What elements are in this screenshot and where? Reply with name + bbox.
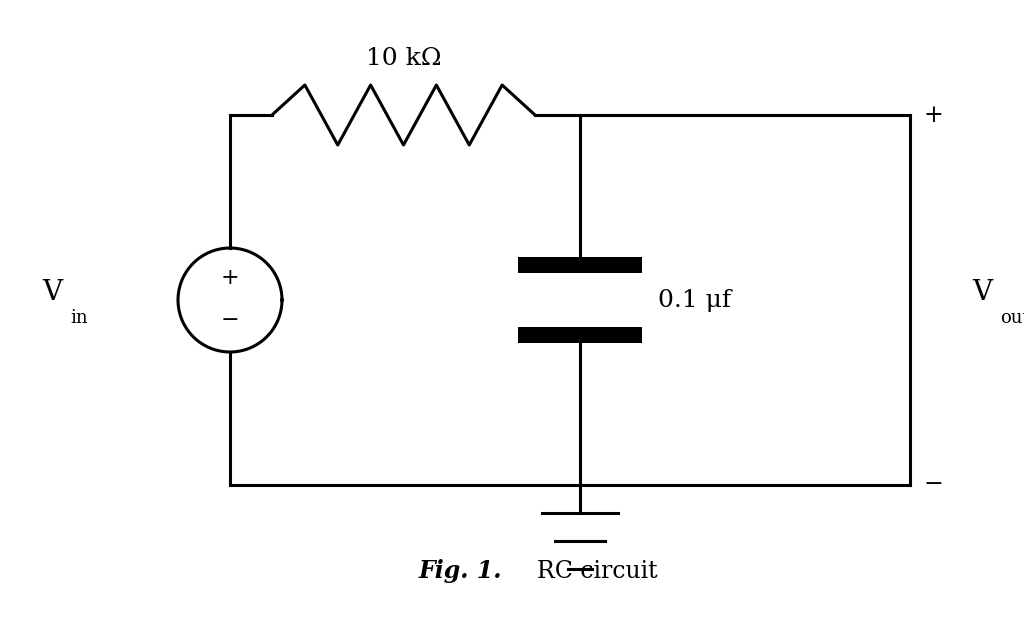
Text: in: in (70, 309, 88, 327)
Text: V: V (972, 280, 992, 306)
Bar (518, 257, 642, 273)
Text: 0.1 μf: 0.1 μf (658, 288, 731, 311)
Text: −: − (924, 474, 944, 497)
Text: RC circuit: RC circuit (522, 560, 657, 583)
Text: V: V (42, 280, 62, 306)
Text: +: + (221, 267, 240, 289)
Text: out: out (1000, 309, 1024, 327)
Text: 10 kΩ: 10 kΩ (366, 47, 441, 70)
Text: Fig. 1.: Fig. 1. (418, 559, 502, 583)
Bar (518, 327, 642, 343)
Text: +: + (924, 104, 944, 126)
Text: −: − (221, 309, 240, 330)
